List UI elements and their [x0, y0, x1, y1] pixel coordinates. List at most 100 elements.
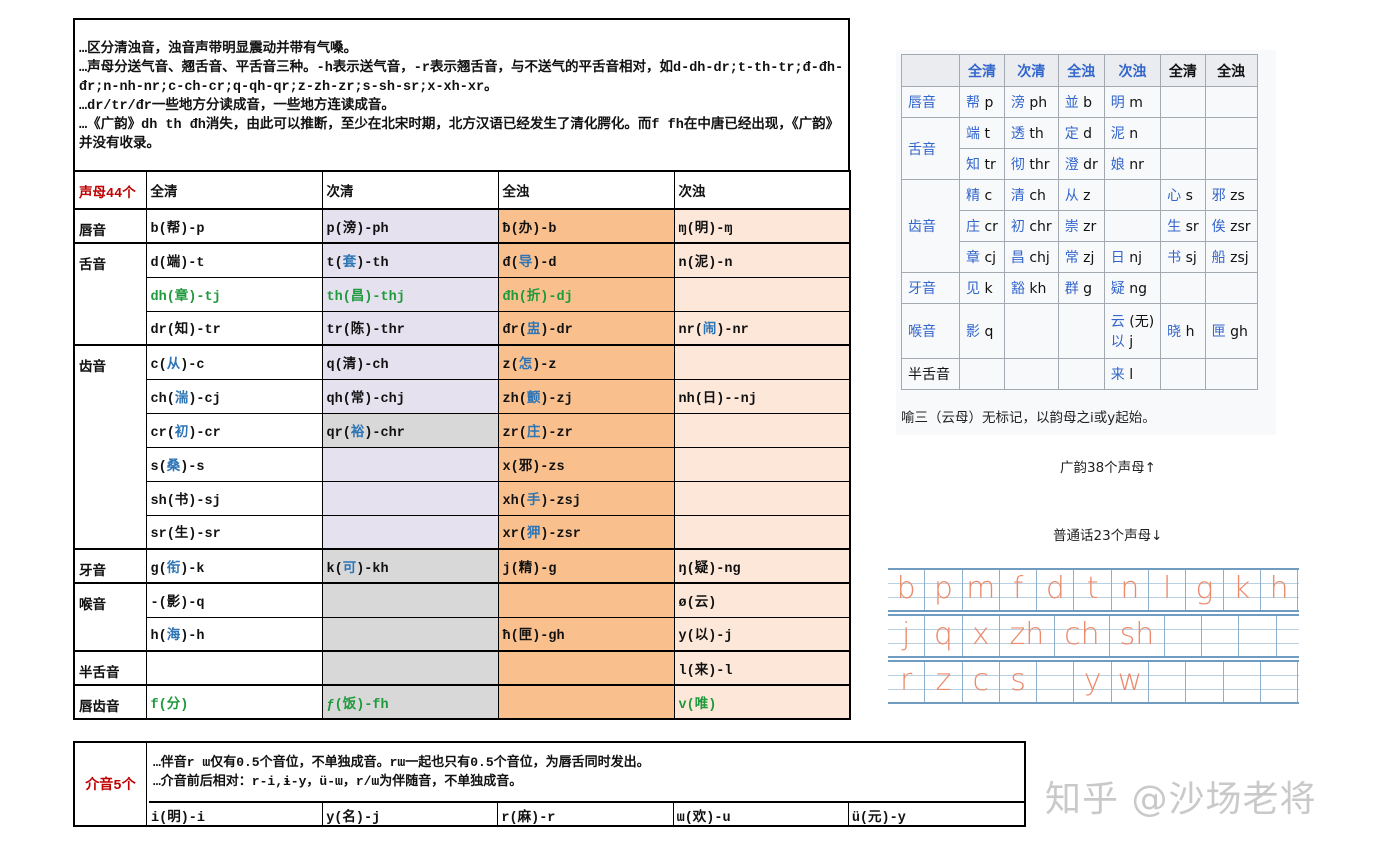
- pinyin-letter: m: [963, 570, 1000, 610]
- char: 见: [966, 281, 980, 297]
- initial-cell: [1057, 358, 1105, 390]
- table-row: sr(生)-sr xr(狎)-zsr: [74, 514, 851, 550]
- initial-cell: p(滂)-ph: [321, 208, 499, 244]
- row-group-label: 唇音: [73, 208, 147, 244]
- char: 滂: [1010, 95, 1025, 111]
- initial-cell: [145, 650, 323, 686]
- table-row: 齿音 c(从)-c q(清)-ch z(怎)-z: [73, 344, 851, 550]
- note-line: …伴音r ɯ仅有0.5个音位，不单独成音。rɯ一起也只有0.5个音位，为唇舌同时…: [153, 755, 650, 770]
- header-row: 声母44个 全清 次清 全浊 次浊: [73, 170, 851, 210]
- initial-cell: 澄 dr: [1057, 148, 1105, 180]
- medial-cell: r(麻)-r: [498, 803, 674, 827]
- table-row: 知 tr 彻 thr 澄 dr 娘 nr: [902, 148, 1258, 180]
- initial-cell: ƀ(办)-b: [497, 208, 675, 244]
- initial-cell: v(唯): [673, 684, 851, 720]
- row-label: 唇音: [901, 86, 960, 118]
- medials-table: 介音5个 …伴音r ɯ仅有0.5个音位，不单独成音。rɯ一起也只有0.5个音位，…: [73, 741, 1026, 827]
- initial-cell: zh(颤)-zj: [497, 378, 675, 414]
- initial-cell: [1003, 303, 1059, 359]
- pinyin-letter: p: [925, 570, 963, 610]
- initial-cell: [1160, 272, 1206, 304]
- initial-cell: dr(知)-tr: [145, 310, 323, 346]
- column-header: 全清: [145, 170, 323, 210]
- notes-box: …区分清浊音，浊音声带明显震动并带有气嗓。 …声母分送气音、翘舌音、平舌音三种。…: [73, 18, 850, 171]
- initial-cell: sh(书)-sj: [145, 480, 323, 516]
- highlight-char: 套: [342, 255, 357, 271]
- initial-cell: -(影)-q: [145, 582, 323, 618]
- pinyin-letter: c: [963, 662, 1000, 702]
- pinyin-letter: sh: [1110, 616, 1165, 656]
- initial-cell: [1160, 117, 1206, 149]
- pinyin-letter: t: [1074, 570, 1112, 610]
- highlight-char: 盅: [526, 323, 541, 339]
- column-header: [901, 54, 960, 87]
- column-header: 全清: [959, 54, 1005, 87]
- char: 邪: [1211, 188, 1226, 204]
- initial-cell: [497, 684, 675, 720]
- initial-cell: j(精)-g: [497, 548, 675, 584]
- initial-cell: 清 ch: [1003, 179, 1059, 211]
- row-group-label: 半舌音: [73, 650, 147, 686]
- char: 生: [1167, 219, 1182, 235]
- medials-title: 介音5个: [75, 743, 147, 825]
- pinyin-letter: zh: [1000, 616, 1055, 656]
- initial-cell: 匣 gh: [1204, 303, 1258, 359]
- initials-table: 声母44个 全清 次清 全浊 次浊 唇音 b(帮)-p p(滂)-ph ƀ(办)-b ɱ(明)-ɱ…: [73, 170, 851, 720]
- char: 船: [1211, 250, 1226, 266]
- initial-cell: [1103, 179, 1162, 211]
- initial-cell: g(衔)-k: [145, 548, 323, 584]
- char: 昌: [1010, 250, 1025, 266]
- initial-cell: [673, 276, 851, 312]
- pinyin-letter: k: [1224, 570, 1261, 610]
- initial-cell: [673, 412, 851, 448]
- guangyun-caption: 喻三（云母）无标记，以韵母之i或y起始。: [901, 410, 1156, 426]
- initial-cell: c(从)-c: [145, 344, 323, 380]
- initial-cell: 群 g: [1057, 272, 1105, 304]
- header-row: 全清 次清 全浊 次浊 全清 全浊: [901, 54, 1258, 87]
- initial-cell: [673, 344, 851, 380]
- initial-cell: [321, 582, 499, 618]
- highlight-char: 湍: [174, 391, 189, 407]
- initial-cell: qr(裕)-chr: [321, 412, 499, 448]
- medials-notes: …伴音r ɯ仅有0.5个音位，不单独成音。rɯ一起也只有0.5个音位，为唇舌同时…: [149, 743, 1024, 803]
- medial-cell: i(明)-i: [148, 803, 324, 827]
- initial-cell: đh(折)-dj: [497, 276, 675, 312]
- initial-cell: 昌 chj: [1003, 241, 1059, 273]
- pinyin-letter: d: [1037, 570, 1075, 610]
- initial-cell: [673, 514, 851, 550]
- pinyin-letter: n: [1112, 570, 1150, 610]
- initial-cell: [497, 650, 675, 686]
- pinyin-letter: h: [1261, 570, 1299, 610]
- guangyun-count: 广韵38个声母↑: [1060, 460, 1156, 476]
- initial-cell: ħ(匣)-gh: [497, 616, 675, 652]
- initial-cell: 彻 thr: [1003, 148, 1059, 180]
- initial-cell: l(来)-l: [673, 650, 851, 686]
- char: 初: [1010, 219, 1025, 235]
- pinyin-letter: [1239, 616, 1277, 656]
- initial-cell: ɱ(明)-ɱ: [673, 208, 851, 244]
- char: 澄: [1064, 157, 1079, 173]
- char: 豁: [1010, 281, 1025, 297]
- highlight-char: 庄: [526, 425, 541, 441]
- column-header: 全浊: [1057, 54, 1105, 87]
- initial-cell: dh(章)-tj: [145, 276, 323, 312]
- pinyin-letter: y: [1074, 662, 1112, 702]
- char: 晓: [1167, 324, 1182, 340]
- initial-cell: sr(生)-sr: [145, 514, 323, 550]
- pinyin-letter: q: [925, 616, 963, 656]
- highlight-char: 闹: [702, 323, 717, 339]
- highlight-char: 从: [166, 357, 181, 373]
- initial-cell: [1204, 272, 1258, 304]
- highlight-char: 手: [526, 493, 541, 509]
- initial-cell: [1204, 117, 1258, 149]
- char: 群: [1064, 281, 1079, 297]
- char: 泥: [1110, 126, 1125, 142]
- medial-cell: ɯ(欢)-u: [674, 803, 849, 827]
- char: 影: [966, 324, 980, 340]
- column-header: 次清: [1003, 54, 1059, 87]
- initial-cell: cr(初)-cr: [145, 412, 323, 448]
- pinyin-letter: [1186, 662, 1224, 702]
- initial-cell: ŋ(疑)-ng: [673, 548, 851, 584]
- row-label: 牙音: [901, 272, 960, 304]
